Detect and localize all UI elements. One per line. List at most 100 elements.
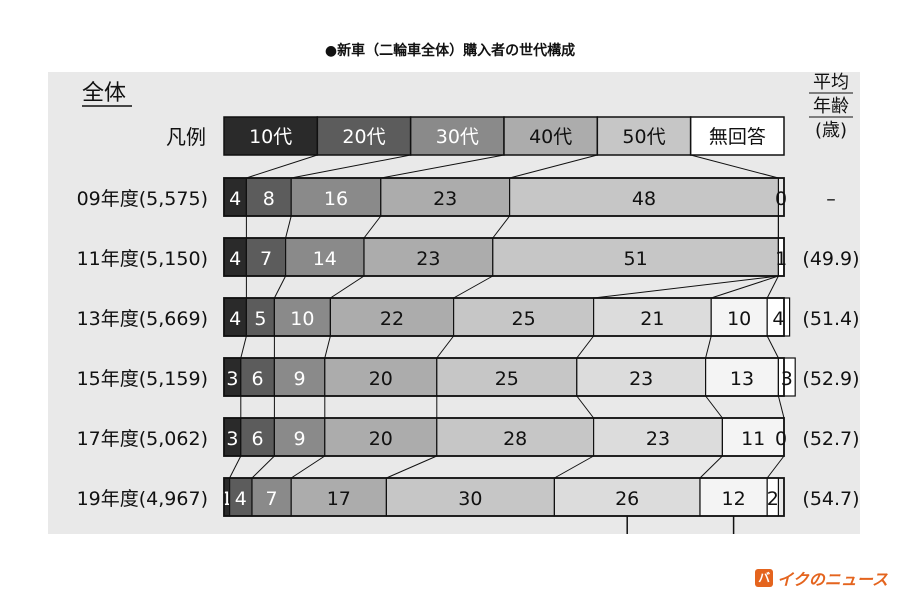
row-label: 11年度(5,150) (77, 248, 208, 270)
bar-value-label: 23 (433, 188, 457, 210)
bar-segment (245, 297, 275, 337)
average-age-value: (52.7) (802, 428, 859, 450)
legend-box-label: 20代 (342, 126, 385, 148)
legend-box (503, 116, 599, 156)
connector-line (554, 455, 594, 479)
bar-outline (223, 297, 785, 337)
connector-line (576, 335, 594, 359)
bar-value-label: 1 (775, 248, 787, 270)
bar-value-label: 6 (252, 428, 264, 450)
bar-segment (363, 237, 494, 277)
bar-outline (223, 237, 785, 277)
legend-box-label: 40代 (529, 126, 572, 148)
bar-outline (223, 477, 785, 517)
avg-header-line: (歳) (815, 120, 847, 141)
connector-line (766, 455, 785, 479)
bar-value-label: 3 (781, 368, 793, 390)
bar-value-label: 4 (229, 188, 241, 210)
average-age-value: (51.4) (802, 308, 859, 330)
legend-box (316, 116, 412, 156)
legend-box (223, 116, 319, 156)
bar-value-label: 26 (615, 488, 639, 510)
connector-line (699, 455, 723, 479)
connector-line (766, 335, 779, 359)
connector-line (363, 215, 382, 239)
legend-label: 凡例 (166, 125, 206, 149)
legend-box (409, 116, 505, 156)
bar-segment (273, 297, 331, 337)
row-label: 15年度(5,159) (77, 368, 208, 390)
avg-header-line: 年齢 (813, 96, 849, 117)
legend-box-label: 無回答 (709, 126, 766, 148)
bar-value-label: 8 (263, 188, 275, 210)
avg-header-line: 平均 (813, 72, 849, 93)
connector-line (251, 455, 275, 479)
connector-line (273, 275, 287, 299)
bar-value-label: 12 (722, 488, 746, 510)
average-age-value: (49.9) (802, 248, 859, 270)
average-age-value: – (826, 188, 836, 210)
watermark-text: イクのニュース (777, 570, 888, 589)
bar-outline (223, 417, 785, 457)
bar-segment (273, 417, 326, 457)
row-label: 17年度(5,062) (77, 428, 208, 450)
bar-value-label: 21 (640, 308, 664, 330)
bar-value-label: 23 (646, 428, 670, 450)
watermark-logo: バ イクのニュース (755, 566, 888, 590)
bar-value-label: 17 (327, 488, 351, 510)
legend-box-label: 10代 (249, 126, 292, 148)
connector-line (240, 335, 247, 359)
connector-line (777, 395, 785, 419)
bar-segment (699, 477, 768, 517)
bar-segment (704, 357, 779, 397)
connector-line (705, 395, 723, 419)
connector-line (492, 215, 510, 239)
connector-line (330, 275, 365, 299)
bar-value-label: 4 (229, 248, 241, 270)
bar-value-label: 4 (772, 308, 784, 330)
row-label: 19年度(4,967) (77, 488, 208, 510)
connector-line (290, 455, 326, 479)
bar-value-label: 20 (369, 368, 393, 390)
bar-value-label: 16 (324, 188, 348, 210)
connector-line (386, 455, 438, 479)
legend-connector-line (690, 154, 779, 179)
connector-line (453, 275, 494, 299)
bar-value-label: 28 (503, 428, 527, 450)
bar-segment (553, 477, 701, 517)
connector-line (436, 335, 454, 359)
legend-connector-line (246, 154, 318, 179)
row-label: 09年度(5,575) (77, 188, 208, 210)
connector-line (285, 215, 292, 239)
bar-value-label: 25 (495, 368, 519, 390)
bar-value-label: 4 (235, 488, 247, 510)
connector-line (593, 275, 779, 299)
bar-value-label: 13 (730, 368, 754, 390)
chart-panel: 全体 平均 年齢 (歳) 凡例 10代 20代 30代 40代 50代 無回答 4 8 16 23 48 0 09… (48, 72, 860, 534)
legend-box (596, 116, 692, 156)
bar-segment (240, 357, 276, 397)
bar-segment (285, 237, 365, 277)
bar-value-label: 48 (632, 188, 656, 210)
watermark-badge: バ (755, 569, 774, 587)
connector-line (766, 275, 779, 299)
bar-outline (223, 177, 785, 217)
bar-segment (273, 357, 326, 397)
legend-box (689, 116, 785, 156)
bar-value-label: 4 (229, 308, 241, 330)
bar-segment (245, 177, 292, 217)
average-age-value: (52.9) (802, 368, 859, 390)
connector-line (711, 275, 779, 299)
bar-value-label: 51 (624, 248, 648, 270)
bar-value-label: 2 (767, 488, 779, 510)
bar-outline (223, 357, 785, 397)
bar-value-label: 23 (629, 368, 653, 390)
bar-segment (329, 297, 455, 337)
bar-segment (509, 177, 779, 217)
bar-value-label: 3 (226, 428, 238, 450)
section-label: 全体 (82, 81, 126, 106)
bar-value-label: 9 (294, 368, 306, 390)
bar-value-label: 11 (741, 428, 765, 450)
bar-value-label: 23 (416, 248, 440, 270)
